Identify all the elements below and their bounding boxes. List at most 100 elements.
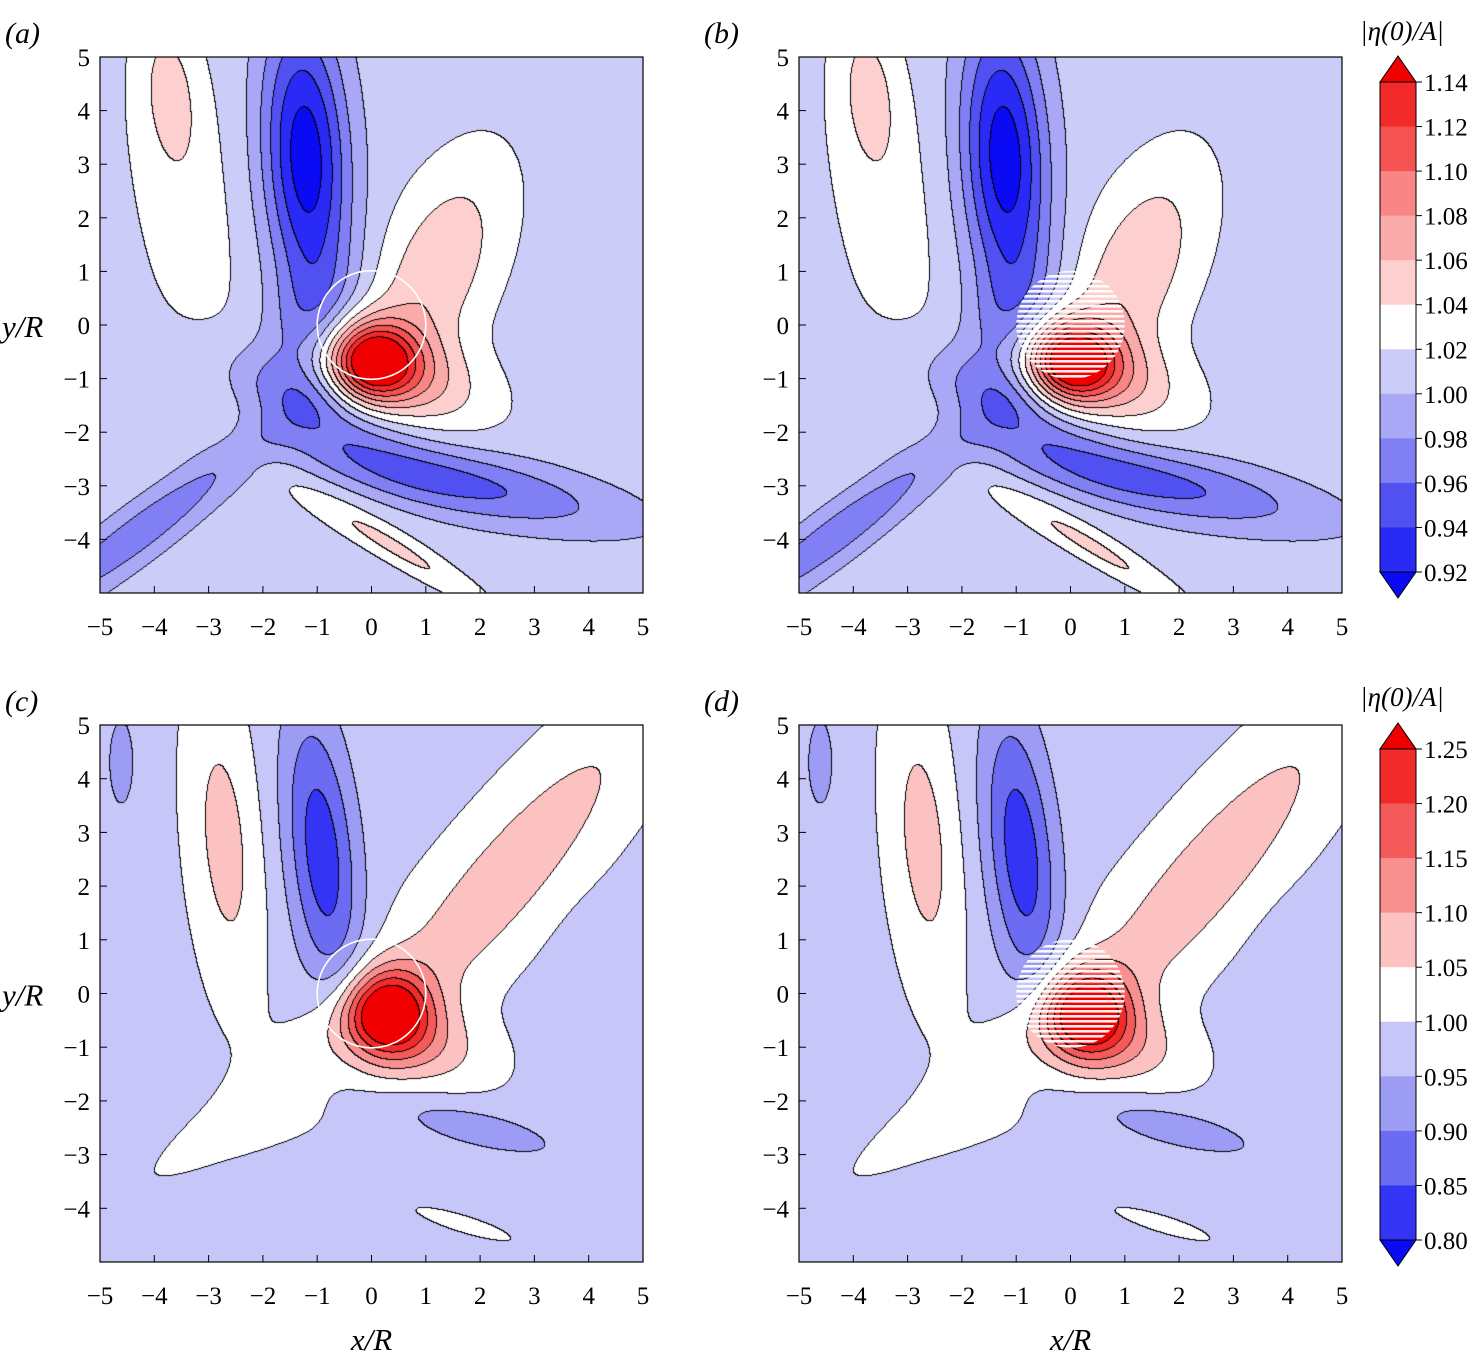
y-tick-label: 0 <box>777 313 790 340</box>
y-tick-label: −1 <box>63 1035 90 1062</box>
x-tick-label: 4 <box>1281 614 1294 641</box>
colorbar-band <box>1380 304 1416 350</box>
y-tick-label: 2 <box>78 874 91 901</box>
colorbar-band <box>1380 1021 1416 1077</box>
colorbar-tick-label: 1.02 <box>1424 337 1468 364</box>
x-tick-label: 1 <box>1119 1283 1132 1310</box>
colorbar-tick-label: 1.10 <box>1424 901 1468 928</box>
y-tick-label: 2 <box>78 206 91 233</box>
x-axis-label: x/R <box>350 1322 392 1357</box>
y-tick-label: 5 <box>78 713 91 740</box>
colorbar-band <box>1380 912 1416 968</box>
x-tick-label: 1 <box>1119 614 1132 641</box>
y-tick-label: 3 <box>78 152 91 179</box>
y-tick-label: 3 <box>78 820 91 847</box>
x-tick-label: 4 <box>582 1283 595 1310</box>
y-tick-label: 2 <box>777 206 790 233</box>
cylinder-outline-a <box>316 269 427 381</box>
colorbar-band <box>1380 803 1416 859</box>
x-tick-label: 3 <box>1227 1283 1240 1310</box>
colorbar-tick-label: 1.04 <box>1424 293 1468 320</box>
y-tick-label: −3 <box>762 474 789 501</box>
x-axis-label: x/R <box>1049 1322 1091 1357</box>
y-tick-label: −3 <box>63 1143 90 1170</box>
x-tick-label: 2 <box>1173 1283 1186 1310</box>
colorbar-tick-label: 0.80 <box>1424 1228 1468 1255</box>
y-tick-label: −2 <box>762 420 789 447</box>
x-tick-label: 1 <box>420 1283 433 1310</box>
colorbar-tick-label: 0.85 <box>1424 1173 1468 1200</box>
y-tick-label: −1 <box>762 367 789 394</box>
y-tick-label: 5 <box>777 713 790 740</box>
panel-c: −5 −4 −3 −2 −1 0 1 2 3 4 5 −4 −3 −2 −1 0 1 2 3 4 5 (c) y/R x/R <box>0 685 649 1357</box>
colorbar-tick-label: 0.94 <box>1424 515 1468 542</box>
colorbar-band <box>1380 438 1416 484</box>
panel-d: −5 −4 −3 −2 −1 0 1 2 3 4 5 −4 −3 −2 −1 0 1 2 3 4 5 (d) x/R <box>704 685 1348 1357</box>
y-tick-label: 0 <box>777 982 790 1009</box>
colorbar-band <box>1380 1185 1416 1241</box>
colorbar-title: |η(0)/A| <box>1360 682 1444 712</box>
colorbar-tick-label: 1.15 <box>1424 846 1468 873</box>
panel-label: (c) <box>5 685 38 718</box>
y-tick-label: 5 <box>777 45 790 72</box>
panels: −5 −4 −3 −2 −1 0 1 2 3 4 5 −4 −3 −2 −1 0 1 2 3 4 5 (a) y/R −5 −4… <box>0 17 1348 1357</box>
colorbar-tick-label: 1.25 <box>1424 737 1468 764</box>
y-tick-label: 4 <box>78 99 91 126</box>
x-tick-label: 5 <box>1336 614 1349 641</box>
x-tick-label: 5 <box>1336 1283 1349 1310</box>
colorbar-tick-label: 0.90 <box>1424 1119 1468 1146</box>
x-tick-label: 4 <box>582 614 595 641</box>
x-tick-label: −5 <box>786 614 813 641</box>
panel-b: −5 −4 −3 −2 −1 0 1 2 3 4 5 −4 −3 −2 −1 0 1 2 3 4 5 (b) <box>704 17 1348 641</box>
colorbar-band <box>1380 749 1416 805</box>
x-tick-label: 4 <box>1281 1283 1294 1310</box>
colorbar-bottom: 1.25 1.20 1.15 1.10 1.05 1.00 0.95 0.90 0.85 0.80… <box>1360 682 1468 1267</box>
x-tick-label: −3 <box>195 614 222 641</box>
colorbar-tick-label: 1.05 <box>1424 955 1468 982</box>
colorbar-tick-label: 1.10 <box>1424 159 1468 186</box>
colorbar-tick-label: 1.00 <box>1424 382 1468 409</box>
y-tick-label: 0 <box>78 313 91 340</box>
y-tick-label: −4 <box>63 527 90 554</box>
y-tick-label: 3 <box>777 820 790 847</box>
cylinder-hatch-b <box>1016 270 1125 380</box>
colorbar-band <box>1380 967 1416 1023</box>
y-tick-label: −4 <box>762 1196 789 1223</box>
y-tick-label: 4 <box>78 767 91 794</box>
x-tick-label: −5 <box>87 614 114 641</box>
y-tick-label: −4 <box>762 527 789 554</box>
colorbar-tick-label: 1.06 <box>1424 248 1468 275</box>
x-tick-label: −4 <box>840 1283 867 1310</box>
colorbar-tick-label: 1.08 <box>1424 204 1468 231</box>
cylinder-hatch-d <box>1016 939 1125 1048</box>
x-tick-label: −4 <box>141 1283 168 1310</box>
x-tick-label: −1 <box>304 614 331 641</box>
colorbar-extend-max <box>1379 722 1417 750</box>
colorbar-tick-label: 0.95 <box>1424 1064 1468 1091</box>
x-tick-label: 5 <box>637 1283 650 1310</box>
panel-label: (d) <box>704 685 739 718</box>
panel-label: (b) <box>704 17 739 50</box>
x-tick-label: −4 <box>141 614 168 641</box>
x-tick-label: −1 <box>1003 614 1030 641</box>
colorbars: 1.14 1.12 1.10 1.08 1.06 1.04 1.02 1.00 0.98 0.96… <box>1360 16 1468 1267</box>
y-tick-label: −2 <box>63 1089 90 1116</box>
colorbar-band <box>1380 82 1416 128</box>
colorbar-band <box>1380 393 1416 439</box>
y-tick-label: −4 <box>63 1196 90 1223</box>
colorbar-tick-label: 1.00 <box>1424 1010 1468 1037</box>
colorbar-extend-min <box>1379 571 1417 599</box>
colorbar-band <box>1380 349 1416 395</box>
x-tick-label: −2 <box>949 614 976 641</box>
y-tick-label: −2 <box>762 1089 789 1116</box>
x-tick-label: −2 <box>949 1283 976 1310</box>
y-tick-label: −1 <box>63 367 90 394</box>
x-tick-label: −1 <box>1003 1283 1030 1310</box>
colorbar-tick-label: 1.14 <box>1424 70 1468 97</box>
y-tick-label: −3 <box>63 474 90 501</box>
x-tick-label: 0 <box>365 1283 378 1310</box>
x-tick-label: 2 <box>1173 614 1186 641</box>
y-tick-label: 1 <box>777 259 790 286</box>
x-tick-label: −5 <box>786 1283 813 1310</box>
